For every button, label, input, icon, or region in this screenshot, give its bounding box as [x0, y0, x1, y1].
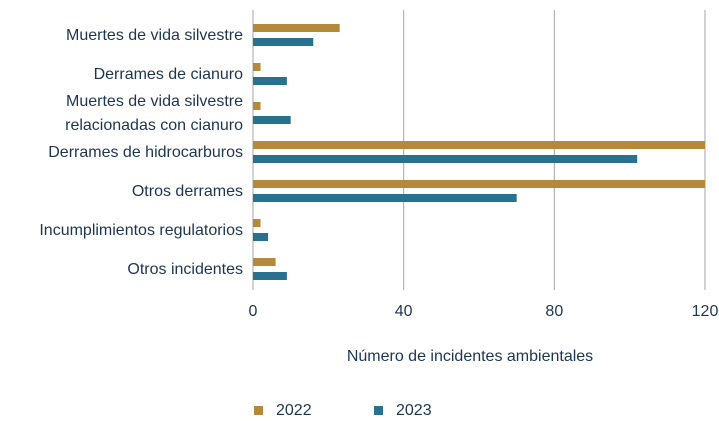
y-tick-label: Muertes de vida silvestre [66, 27, 243, 44]
bar [253, 233, 269, 241]
bar [253, 77, 287, 85]
legend-swatch [374, 406, 383, 415]
x-axis-title: Número de incidentes ambientales [347, 348, 593, 365]
y-tick-label: Otros incidentes [127, 261, 243, 278]
x-tick-label: 0 [249, 303, 258, 320]
bar [253, 219, 261, 227]
x-tick-label: 120 [692, 303, 719, 320]
x-tick-label: 80 [545, 303, 563, 320]
legend-label: 2023 [396, 402, 432, 419]
legend-label: 2022 [276, 402, 312, 419]
bar [253, 258, 276, 266]
bar [253, 24, 340, 32]
x-tick-label: 40 [395, 303, 413, 320]
bar [253, 63, 261, 71]
bar [253, 155, 638, 163]
y-tick-label: Muertes de vida silvestre relacionadas co… [65, 93, 243, 134]
y-tick-label: Incumplimientos regulatorios [39, 222, 243, 239]
y-tick-label: Derrames de hidrocarburos [48, 144, 243, 161]
y-tick-label: Derrames de cianuro [94, 66, 244, 83]
bar [253, 194, 517, 202]
bar [253, 102, 261, 110]
bar [253, 141, 705, 149]
bar [253, 272, 287, 280]
legend-swatch [254, 406, 263, 415]
bar [253, 180, 705, 188]
bar [253, 116, 291, 124]
y-tick-label: Otros derrames [132, 183, 243, 200]
bar [253, 38, 314, 46]
